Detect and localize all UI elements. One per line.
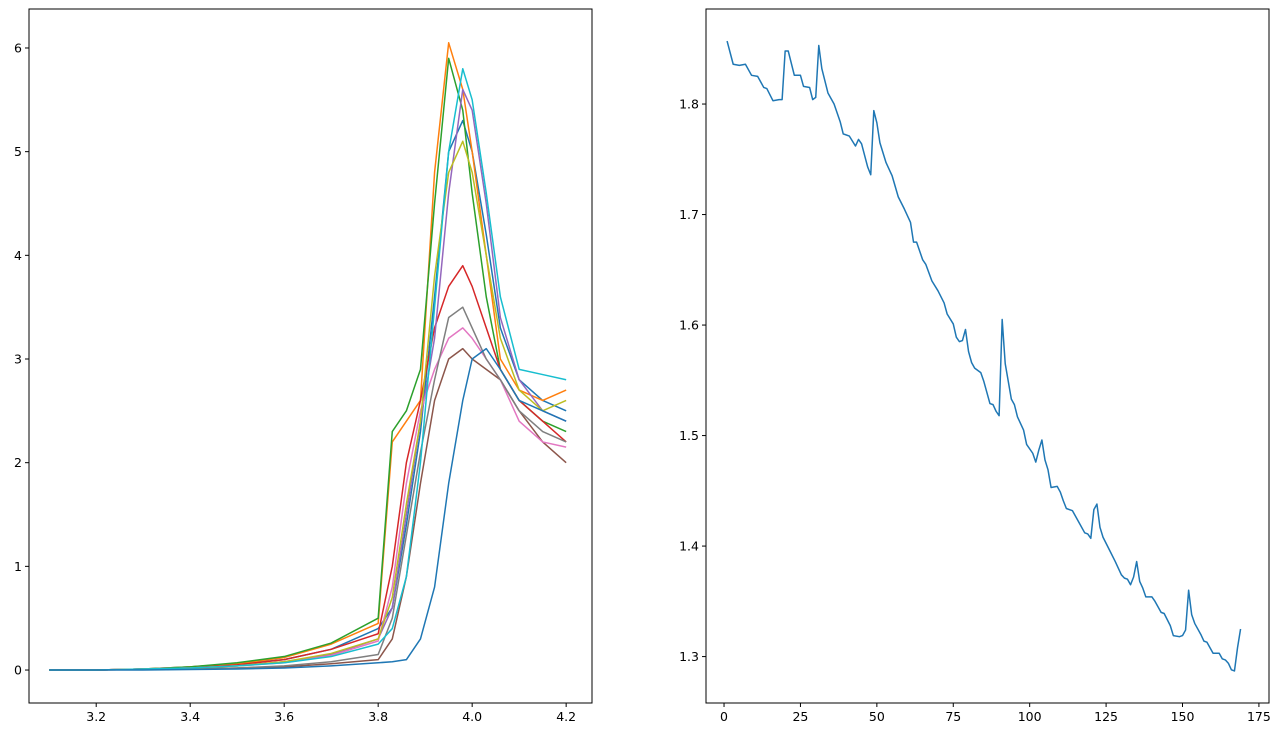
y-tick-label: 1.6	[679, 318, 699, 333]
data-line	[49, 57, 567, 671]
axes-frame	[28, 8, 593, 704]
y-tick-label: 1.8	[679, 97, 699, 112]
x-tick-label: 3.4	[180, 709, 200, 724]
y-tick-label: 1.5	[679, 428, 699, 443]
x-tick-label: 175	[1247, 709, 1271, 724]
x-tick-label: 125	[1094, 709, 1118, 724]
data-line	[49, 347, 567, 671]
y-tick-label: 2	[14, 455, 22, 470]
y-tick-label: 1.3	[679, 649, 699, 664]
x-tick-label: 0	[720, 709, 728, 724]
x-tick-label: 4.2	[556, 709, 576, 724]
y-tick-label: 1.7	[679, 207, 699, 222]
x-tick-label: 75	[945, 709, 961, 724]
y-tick-label: 6	[14, 40, 22, 55]
data-line	[49, 119, 567, 671]
y-tick-label: 0	[14, 663, 22, 678]
data-line	[49, 67, 567, 671]
data-line	[49, 264, 567, 671]
x-tick-label: 3.6	[274, 709, 294, 724]
axes-frame	[705, 8, 1270, 704]
y-tick-label: 1	[14, 559, 22, 574]
x-tick-label: 25	[792, 709, 808, 724]
x-tick-label: 50	[869, 709, 885, 724]
x-tick-label: 3.2	[86, 709, 106, 724]
data-line	[49, 88, 567, 671]
x-tick-label: 150	[1171, 709, 1195, 724]
y-tick-label: 3	[14, 352, 22, 367]
data-line	[49, 347, 567, 671]
data-line	[49, 42, 567, 671]
data-line	[726, 40, 1242, 672]
x-tick-label: 3.8	[368, 709, 388, 724]
y-tick-label: 4	[14, 248, 22, 263]
y-tick-label: 5	[14, 144, 22, 159]
x-tick-label: 100	[1018, 709, 1042, 724]
x-tick-label: 4.0	[462, 709, 482, 724]
data-line	[49, 327, 567, 671]
y-tick-label: 1.4	[679, 539, 699, 554]
data-line	[49, 306, 567, 671]
